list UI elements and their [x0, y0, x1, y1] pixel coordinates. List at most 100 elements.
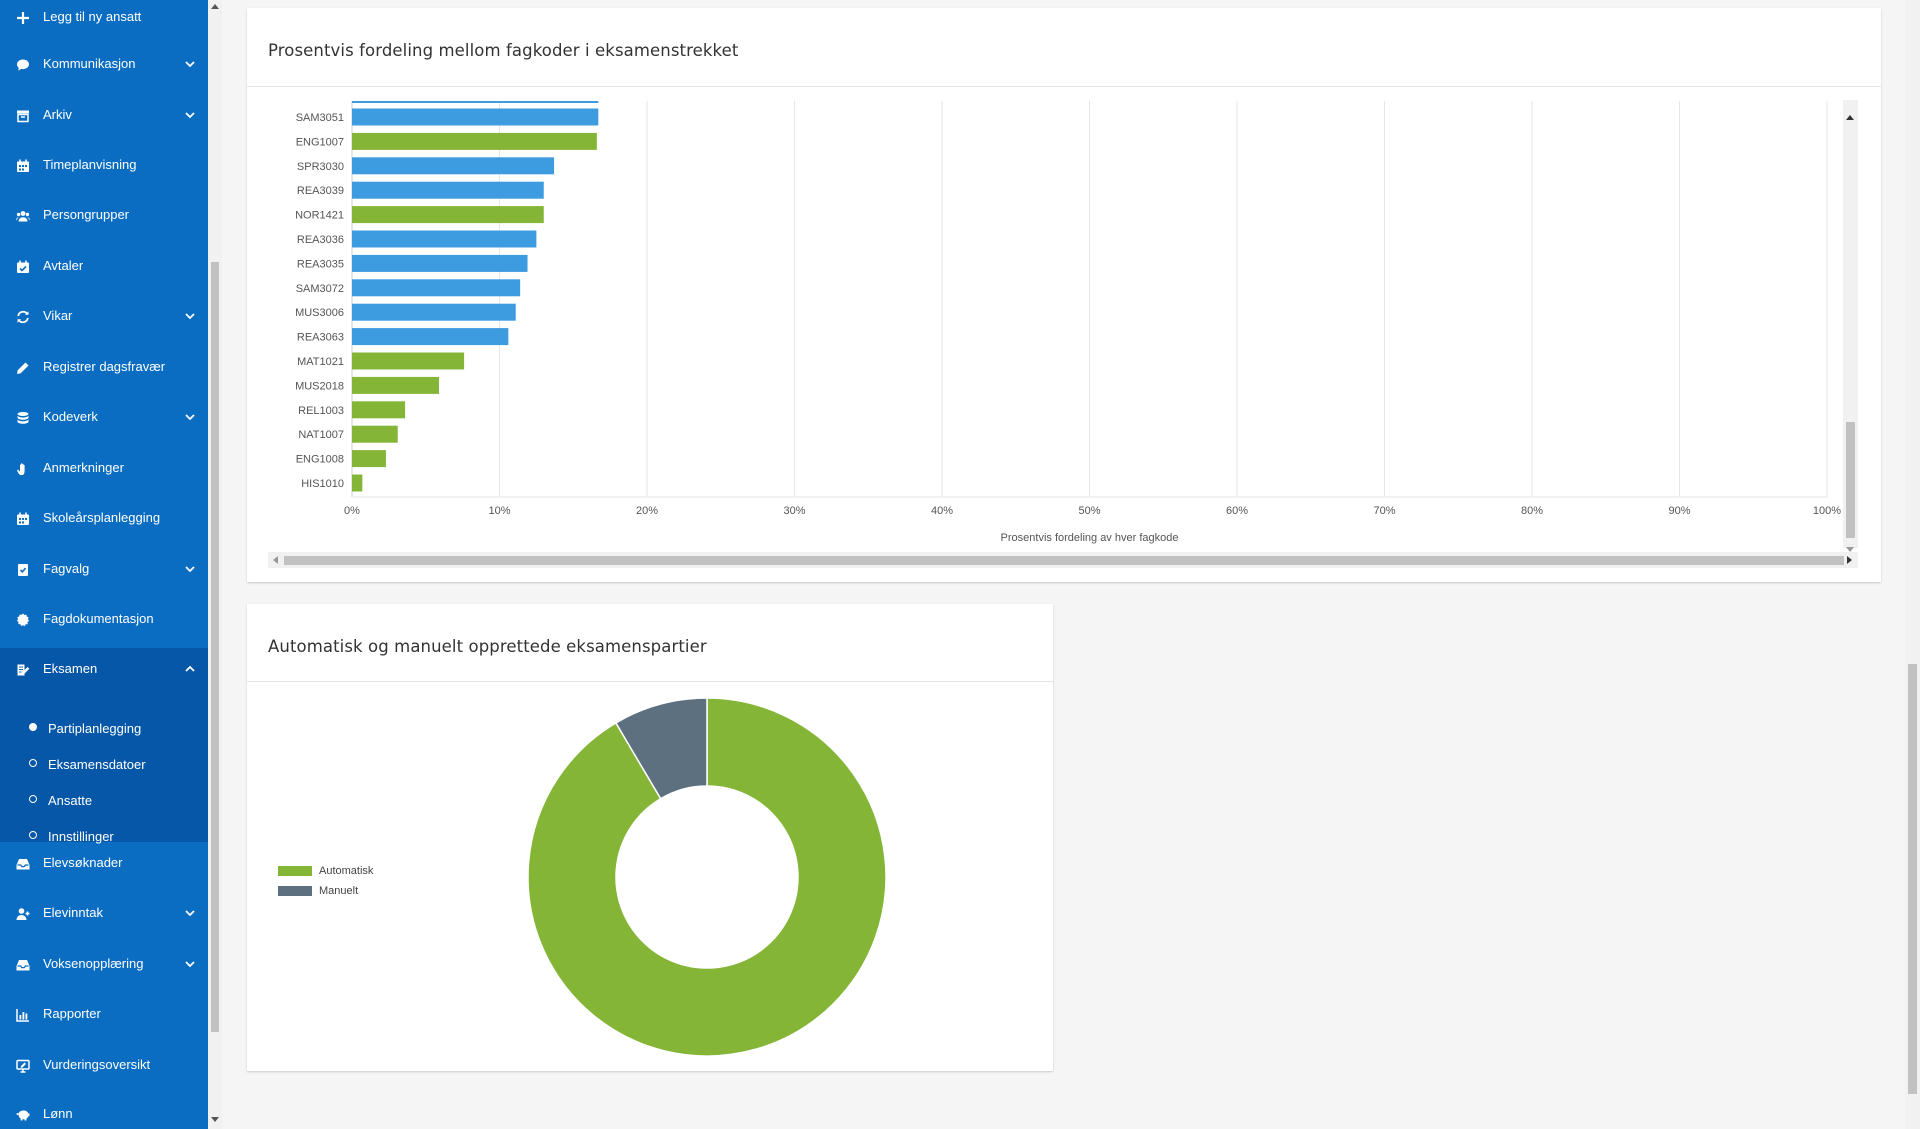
- sidebar-item-persongrupper[interactable]: Persongrupper: [0, 194, 208, 238]
- bar-partial: [352, 101, 599, 103]
- exam-subitem-ansatte[interactable]: Ansatte: [0, 786, 208, 816]
- card-divider: [247, 86, 1881, 87]
- x-tick-label: 30%: [783, 505, 805, 517]
- scrollbar-thumb[interactable]: [1908, 664, 1917, 1094]
- scroll-right-arrow-icon[interactable]: [1847, 556, 1852, 564]
- sidebar-item-registrer-dagsfravaer[interactable]: Registrer dagsfravær: [0, 346, 208, 390]
- donut-slice-manuelt[interactable]: [614, 697, 708, 800]
- bar-eng1008[interactable]: [352, 450, 386, 468]
- sidebar-item-anmerkninger[interactable]: Anmerkninger: [0, 447, 208, 491]
- chevron-down-icon: [184, 563, 196, 575]
- exam-edit-icon: [15, 662, 30, 677]
- exam-subitem-innstillinger[interactable]: Innstillinger: [0, 822, 208, 852]
- y-tick-label: REA3035: [297, 258, 344, 270]
- card-title: Prosentvis fordeling mellom fagkoder i e…: [268, 41, 739, 60]
- y-tick-label: REA3039: [297, 185, 344, 197]
- sidebar-item-lonn[interactable]: Lønn: [0, 1093, 208, 1129]
- bar-mus2018[interactable]: [352, 376, 440, 394]
- bar-mus3006[interactable]: [352, 303, 516, 321]
- y-tick-label: HIS1010: [301, 478, 344, 490]
- sidebar-item-arkiv[interactable]: Arkiv: [0, 94, 208, 138]
- fagkode-distribution-card: Prosentvis fordeling mellom fagkoder i e…: [247, 8, 1881, 582]
- bar-mat1021[interactable]: [352, 352, 465, 370]
- bar-rea3035[interactable]: [352, 254, 528, 272]
- chevron-down-icon: [184, 310, 196, 322]
- y-tick-label: MUS3006: [295, 307, 344, 319]
- scroll-down-arrow-icon[interactable]: [211, 1117, 219, 1122]
- scrollbar-thumb[interactable]: [284, 556, 1844, 565]
- exam-subitem-partiplanlegging[interactable]: Partiplanlegging: [0, 714, 208, 744]
- sidebar-item-timeplanvisning[interactable]: Timeplanvisning: [0, 144, 208, 188]
- bar-rea3036[interactable]: [352, 230, 537, 248]
- bar-nor1421[interactable]: [352, 206, 544, 224]
- sidebar-item-label: Skoleårsplanlegging: [43, 510, 161, 525]
- x-tick-label: 90%: [1668, 505, 1690, 517]
- bar-eng1007[interactable]: [352, 132, 597, 150]
- bar-chart: 0% 10% 20% 30% 40% 50% 60% 70% 80% 90% 100% SAM3051…: [295, 101, 1841, 544]
- y-tick-label: SAM3051: [296, 112, 344, 124]
- sync-arrows-icon: [15, 309, 30, 324]
- exam-subitem-label: Innstillinger: [48, 829, 114, 844]
- bar-chart-icon: [15, 1007, 30, 1022]
- calendar-grid-icon: [15, 158, 30, 173]
- sidebar-item-kodeverk[interactable]: Kodeverk: [0, 396, 208, 440]
- donut-slice-automatisk[interactable]: [527, 697, 887, 1057]
- sidebar-item-elevsoknader[interactable]: Elevsøknader: [0, 842, 208, 886]
- sidebar-item-legg-til-ny-ansatt[interactable]: Legg til ny ansatt: [0, 0, 208, 40]
- chevron-down-icon: [184, 907, 196, 919]
- sidebar-item-fagdokumentasjon[interactable]: Fagdokumentasjon: [0, 598, 208, 642]
- scrollbar-thumb[interactable]: [1846, 422, 1855, 538]
- scrollbar-thumb[interactable]: [211, 262, 219, 1032]
- sidebar-item-skolearsplanlegging[interactable]: Skoleårsplanlegging: [0, 497, 208, 541]
- sidebar-item-vurderingsoversikt[interactable]: Vurderingsoversikt: [0, 1044, 208, 1088]
- y-tick-label: MUS2018: [295, 380, 344, 392]
- sidebar-item-kommunikasjon[interactable]: Kommunikasjon: [0, 43, 208, 87]
- donut-chart: [527, 697, 887, 1057]
- sidebar-nav: Partiplanlegging Eksamensdatoer Ansatte Inn…: [0, 0, 208, 1129]
- plus-icon: [15, 10, 30, 25]
- card-title: Automatisk og manuelt opprettede eksamen…: [268, 637, 707, 656]
- bar-nat1007[interactable]: [352, 425, 398, 443]
- legend-item-manuelt[interactable]: Manuelt: [278, 885, 358, 897]
- chart-vertical-scrollbar[interactable]: [1843, 100, 1858, 552]
- bar-spr3030[interactable]: [352, 157, 555, 175]
- bar-his1010[interactable]: [352, 474, 363, 492]
- page-scrollbar[interactable]: [1905, 0, 1920, 1129]
- scroll-down-arrow-icon[interactable]: [1846, 547, 1854, 552]
- sidebar-item-vikar[interactable]: Vikar: [0, 295, 208, 339]
- bar-rea3039[interactable]: [352, 181, 544, 199]
- sidebar-item-elevinntak[interactable]: Elevinntak: [0, 892, 208, 936]
- x-tick-label: 100%: [1813, 505, 1841, 517]
- legend-item-automatisk[interactable]: Automatisk: [278, 865, 373, 877]
- x-tick-label: 20%: [636, 505, 658, 517]
- x-tick-label: 50%: [1078, 505, 1100, 517]
- inbox-icon: [15, 856, 30, 871]
- x-tick-label: 70%: [1373, 505, 1395, 517]
- sidebar-item-label: Anmerkninger: [43, 460, 124, 475]
- chevron-down-icon: [184, 109, 196, 121]
- sidebar-item-label: Elevinntak: [43, 905, 103, 920]
- sidebar-item-rapporter[interactable]: Rapporter: [0, 993, 208, 1037]
- sidebar-scrollbar[interactable]: [208, 0, 222, 1129]
- scroll-up-arrow-icon[interactable]: [1846, 115, 1854, 120]
- bar-rea3063[interactable]: [352, 328, 509, 346]
- chevron-down-icon: [184, 411, 196, 423]
- chart-horizontal-scrollbar[interactable]: [268, 552, 1858, 568]
- bar-sam3072[interactable]: [352, 279, 521, 297]
- x-tick-label: 60%: [1226, 505, 1248, 517]
- sidebar-item-fagvalg[interactable]: Fagvalg: [0, 548, 208, 592]
- bullet-outline-icon: [29, 795, 37, 803]
- scroll-left-arrow-icon[interactable]: [273, 556, 278, 564]
- exam-subitem-eksamensdatoer[interactable]: Eksamensdatoer: [0, 750, 208, 780]
- sidebar-item-avtaler[interactable]: Avtaler: [0, 245, 208, 289]
- sidebar-item-voksenopplaering[interactable]: Voksenopplæring: [0, 943, 208, 987]
- scroll-up-arrow-icon[interactable]: [211, 4, 219, 9]
- bar-rel1003[interactable]: [352, 401, 406, 419]
- sidebar-item-eksamen[interactable]: Eksamen: [0, 648, 208, 692]
- exam-subitem-label: Partiplanlegging: [48, 721, 142, 736]
- y-tick-label: SPR3030: [297, 161, 344, 173]
- bar-sam3051[interactable]: [352, 108, 599, 126]
- y-tick-label: ENG1008: [296, 454, 344, 466]
- bullet-outline-icon: [29, 759, 37, 767]
- x-axis-title: Prosentvis fordeling av hver fagkode: [1001, 532, 1179, 544]
